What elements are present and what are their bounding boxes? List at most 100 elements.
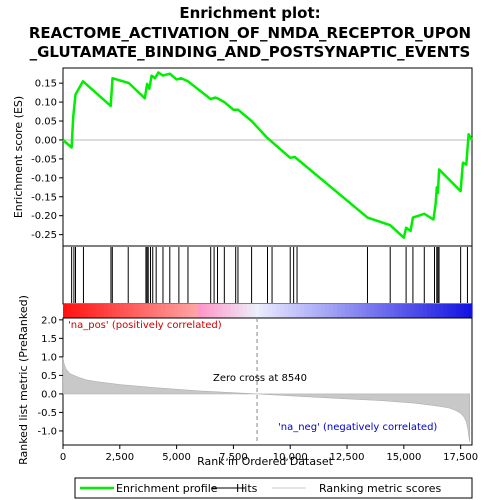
legend-item-label: Enrichment profile: [116, 482, 218, 495]
heatmap-segment: [431, 304, 436, 318]
heatmap-segment: [255, 304, 260, 318]
x-tick-label: 15,000: [386, 452, 421, 463]
heatmap-segment: [124, 304, 130, 318]
heatmap-segment: [341, 304, 346, 318]
es-y-tick-label: 0.05: [35, 117, 57, 128]
x-axis-label: Rank in Ordered Dataset: [197, 455, 334, 468]
es-y-tick-label: -0.05: [31, 154, 57, 165]
heatmap-segment: [79, 304, 85, 318]
heatmap-segment: [177, 304, 183, 318]
heatmap-segment: [99, 304, 105, 318]
heatmap-segment: [369, 304, 375, 318]
x-tick-label: 0: [60, 452, 66, 463]
hits-panel: [71, 247, 468, 303]
es-y-tick-label: -0.10: [31, 173, 57, 184]
heatmap-segment: [218, 304, 224, 318]
heatmap-segment: [463, 304, 469, 318]
heatmap-segment: [451, 304, 457, 318]
heatmap-segment: [418, 304, 424, 318]
x-tick-label: 12,500: [330, 452, 365, 463]
heatmap-segment: [214, 304, 220, 318]
rank-panel-frame: [62, 317, 473, 446]
rank-y-tick-label: 0.0: [41, 389, 57, 400]
legend: Enrichment profile Hits Ranking metric sco…: [74, 477, 473, 499]
es-y-tick-label: 0.15: [35, 79, 57, 90]
heatmap-segment: [353, 304, 359, 318]
heatmap-segment: [382, 304, 387, 318]
x-tick-label: 2,500: [105, 452, 134, 463]
metric-area: [62, 356, 470, 443]
heatmap-segment: [247, 304, 252, 318]
heatmap-segment: [63, 304, 68, 318]
heatmap-segment: [87, 304, 93, 318]
es-y-axis-label: Enrichment score (ES): [12, 96, 25, 218]
heatmap-segment: [398, 304, 404, 318]
heatmap-segment: [455, 304, 461, 318]
heatmap-segment: [467, 304, 473, 318]
heatmap-segment: [259, 304, 265, 318]
heatmap-segment: [443, 304, 449, 318]
heatmap-segment: [292, 304, 297, 318]
es-y-tick-label: -0.15: [31, 192, 57, 203]
heatmap-segment: [116, 304, 121, 318]
heatmap-segment: [107, 304, 113, 318]
rank-y-tick-label: 1.0: [41, 352, 57, 363]
heatmap-segment: [75, 304, 80, 318]
heatmap-segment: [361, 304, 367, 318]
heatmap-segment: [447, 304, 453, 318]
es-y-tick-label: 0.00: [35, 135, 57, 146]
heatmap-segment: [83, 304, 89, 318]
heatmap-segment: [112, 304, 117, 318]
heatmap-segment: [377, 304, 383, 318]
legend-item-label: Hits: [236, 482, 258, 495]
heatmap-segment: [312, 304, 318, 318]
chart-title-line2: REACTOME_ACTIVATION_OF_NMDA_RECEPTOR_UPO…: [29, 24, 471, 42]
heatmap-segment: [283, 304, 289, 318]
heatmap-segment: [181, 304, 187, 318]
heatmap-segment: [271, 304, 277, 318]
legend-item-label: Ranking metric scores: [319, 482, 441, 495]
heatmap-segment: [390, 304, 395, 318]
heatmap-segment: [91, 304, 97, 318]
x-tick-label: 7,500: [219, 452, 248, 463]
heatmap-segment: [263, 304, 269, 318]
heatmap-segment: [140, 304, 146, 318]
heatmap-segment: [251, 304, 256, 318]
heatmap-segment: [406, 304, 412, 318]
heatmap-segment: [328, 304, 334, 318]
heatmap-segment: [157, 304, 162, 318]
heatmap-segment: [304, 304, 309, 318]
x-tick-label: 17,500: [443, 452, 478, 463]
heatmap-segment: [242, 304, 248, 318]
es-panel-frame: [62, 67, 473, 247]
x-tick-label: 5,000: [162, 452, 191, 463]
heatmap-segment: [206, 304, 211, 318]
heatmap-segment: [414, 304, 420, 318]
heatmap-segment: [402, 304, 408, 318]
es-y-tick-label: -0.25: [31, 230, 57, 241]
heatmap-segment: [320, 304, 326, 318]
x-tick-label: 10,000: [273, 452, 308, 463]
rank-y-axis-label: Ranked list metric (PreRanked): [17, 295, 30, 465]
heatmap-segment: [439, 304, 444, 318]
heatmap-segment: [435, 304, 440, 318]
heatmap-segment: [165, 304, 170, 318]
heatmap-segment: [332, 304, 338, 318]
chart-title-line3: _GLUTAMATE_BINDING_AND_POSTSYNAPTIC_EVEN…: [30, 43, 471, 61]
heatmap-segment: [144, 304, 150, 318]
heatmap-segment: [197, 304, 203, 318]
heatmap-segment: [185, 304, 191, 318]
rank-panel: 2.0 1.5 1.0 0.5 0.0 -0.5 -1.0 0 2,500 5,000 7,500 1…: [37, 315, 478, 463]
es-y-tick-label: 0.10: [35, 98, 57, 109]
heatmap-segment: [410, 304, 416, 318]
rank-heatmap-bar: [63, 304, 473, 318]
heatmap-segment: [365, 304, 371, 318]
heatmap-segment: [67, 304, 72, 318]
heatmap-segment: [103, 304, 109, 318]
heatmap-segment: [120, 304, 125, 318]
heatmap-segment: [136, 304, 142, 318]
heatmap-segment: [95, 304, 101, 318]
heatmap-segment: [279, 304, 285, 318]
